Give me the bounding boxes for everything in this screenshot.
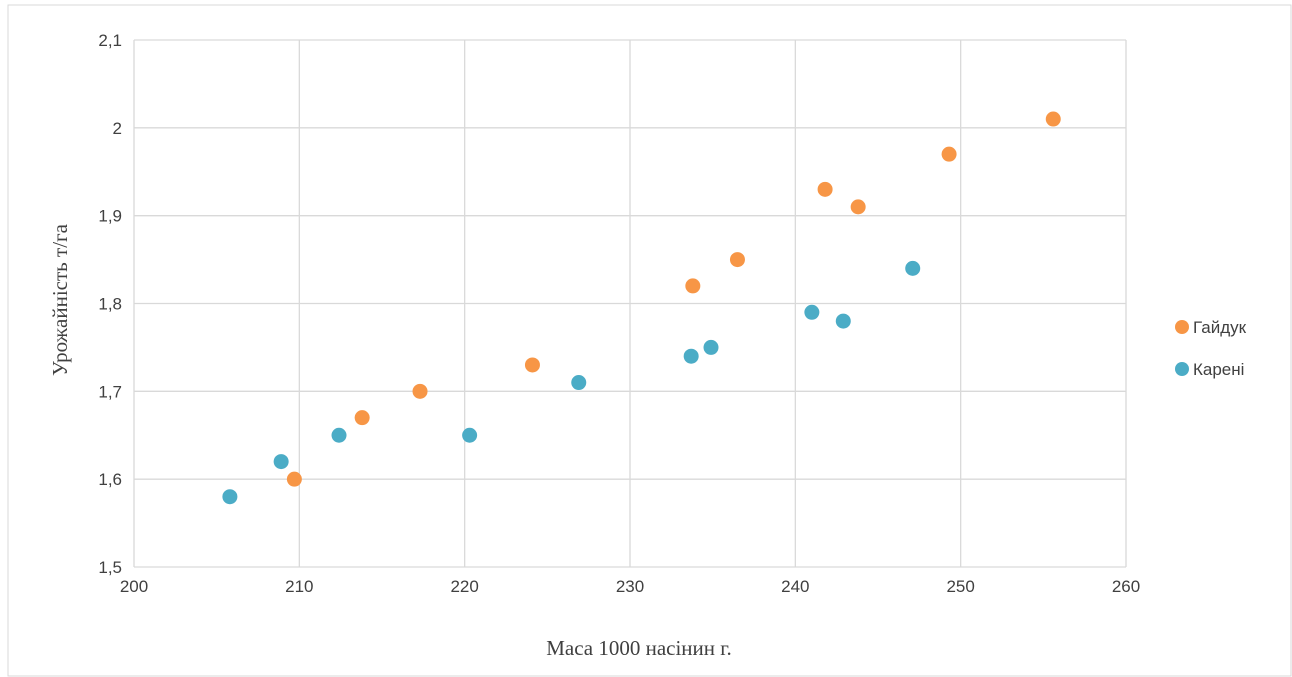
data-point xyxy=(354,410,370,426)
x-tick-label: 250 xyxy=(946,577,974,596)
data-point xyxy=(905,260,921,276)
data-point xyxy=(817,181,833,197)
y-tick-label: 1,6 xyxy=(98,470,122,489)
data-point xyxy=(850,199,866,215)
series-1 xyxy=(286,111,1061,487)
y-tick-label: 1,8 xyxy=(98,295,122,314)
x-tick-label: 200 xyxy=(120,577,148,596)
data-point xyxy=(804,304,820,320)
data-point xyxy=(524,357,540,373)
x-tick-label: 260 xyxy=(1112,577,1140,596)
data-point xyxy=(462,427,478,443)
legend-label: Карені xyxy=(1193,360,1244,379)
y-tick-label: 2,1 xyxy=(98,31,122,50)
x-tick-label: 240 xyxy=(781,577,809,596)
data-point xyxy=(685,278,701,294)
series-2 xyxy=(222,260,921,505)
legend-label: Гайдук xyxy=(1193,318,1247,337)
data-points xyxy=(222,111,1061,505)
legend-marker xyxy=(1175,320,1189,334)
y-tick-label: 2 xyxy=(113,119,122,138)
data-point xyxy=(286,471,302,487)
data-point xyxy=(703,339,719,355)
x-tick-label: 230 xyxy=(616,577,644,596)
legend-marker xyxy=(1175,362,1189,376)
data-point xyxy=(331,427,347,443)
y-axis-ticks: 1,5 1,6 1,7 1,8 1,9 2 2,1 xyxy=(98,31,122,577)
data-point xyxy=(683,348,699,364)
x-tick-label: 220 xyxy=(450,577,478,596)
data-point xyxy=(729,252,745,268)
data-point xyxy=(273,454,289,470)
x-tick-label: 210 xyxy=(285,577,313,596)
y-axis-title: Урожайність т/га xyxy=(48,223,72,376)
data-point xyxy=(941,146,957,162)
legend: Гайдук Карені xyxy=(1175,318,1247,379)
grid-lines xyxy=(133,39,1127,568)
data-point xyxy=(1045,111,1061,127)
data-point xyxy=(412,383,428,399)
data-point xyxy=(571,375,587,391)
data-point xyxy=(222,489,238,505)
y-tick-label: 1,9 xyxy=(98,207,122,226)
y-tick-label: 1,5 xyxy=(98,558,122,577)
x-axis-ticks: 200 210 220 230 240 250 260 xyxy=(120,577,1140,596)
chart-border xyxy=(7,4,1292,677)
y-tick-label: 1,7 xyxy=(98,382,122,401)
data-point xyxy=(835,313,851,329)
x-axis-title: Маса 1000 насінин г. xyxy=(546,636,732,660)
